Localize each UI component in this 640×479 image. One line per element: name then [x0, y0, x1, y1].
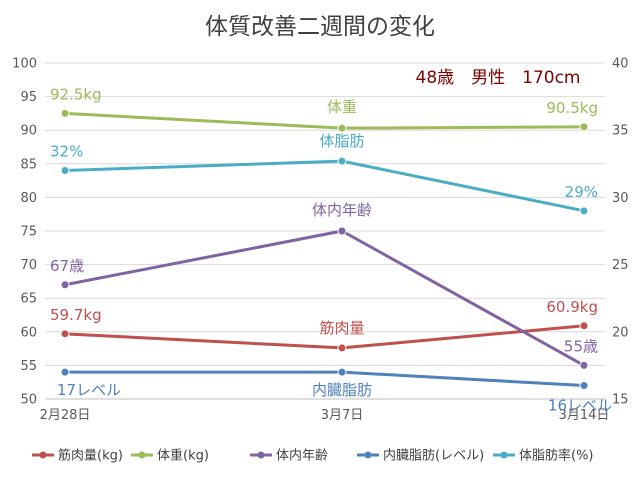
series-point	[337, 226, 347, 236]
series-point	[337, 156, 347, 166]
left-axis-tick: 80	[20, 191, 37, 206]
data-label: 内臓脂肪	[312, 381, 372, 399]
data-label: 体重	[327, 98, 357, 116]
left-axis-tick: 85	[20, 157, 37, 172]
profile-label: 48歳 男性 170cm	[416, 68, 581, 88]
data-label: 32%	[50, 143, 83, 161]
left-axis-tick: 100	[12, 57, 37, 72]
series-point	[60, 329, 70, 339]
series-layer	[60, 108, 589, 391]
series-point	[60, 367, 70, 377]
right-axis-tick: 35	[612, 124, 629, 139]
series-point	[60, 108, 70, 118]
left-axis-tick: 55	[20, 359, 37, 374]
gridlines	[45, 62, 605, 400]
right-axis-tick: 40	[612, 57, 629, 72]
data-label: 17レベル	[57, 381, 121, 399]
series-point	[60, 166, 70, 176]
legend-label: 体脂肪率(%)	[519, 448, 594, 464]
data-label: 55歳	[564, 337, 598, 355]
left-axis-tick: 60	[20, 325, 37, 340]
chart-title: 体質改善二週間の変化	[205, 14, 435, 40]
series-point	[337, 367, 347, 377]
series-point	[579, 360, 589, 370]
data-labels: 59.7kg 筋肉量 60.9kg 92.5kg 体重 90.5kg 67歳 体内年齢 55歳 1…	[50, 85, 612, 414]
right-axis-tick: 30	[612, 191, 629, 206]
right-axis-tick: 20	[612, 325, 629, 340]
data-label: 67歳	[50, 257, 84, 275]
left-axis-tick: 70	[20, 258, 37, 273]
legend-marker	[500, 451, 508, 459]
right-axis-tick: 15	[612, 393, 629, 408]
series-point	[579, 206, 589, 216]
data-label: 16レベル	[548, 397, 612, 415]
series-point	[337, 123, 347, 133]
legend-label: 筋肉量(kg)	[58, 448, 123, 464]
legend-marker	[39, 451, 47, 459]
legend-marker	[364, 451, 372, 459]
data-label: 92.5kg	[50, 85, 102, 103]
series-point	[579, 321, 589, 331]
legend-label: 体内年齢	[276, 448, 328, 464]
left-axis-tick: 90	[20, 124, 37, 139]
series-line	[64, 111, 585, 130]
legend-label: 内臓脂肪(レベル)	[383, 448, 484, 464]
data-label: 体内年齢	[312, 201, 372, 219]
axes: 50 55 60 65 70 75 80 85 90 95 100 15 20 25 30 35 40 2月28日…	[12, 57, 628, 424]
right-axis-tick: 25	[612, 258, 629, 273]
left-axis-tick: 75	[20, 225, 37, 240]
data-label: 90.5kg	[546, 99, 598, 117]
series-point	[60, 280, 70, 290]
legend-marker	[138, 451, 146, 459]
series-point	[579, 381, 589, 391]
x-axis-tick: 2月28日	[40, 408, 91, 423]
x-axis-tick: 3月14日	[559, 408, 610, 423]
series-point	[579, 122, 589, 132]
series-point	[337, 343, 347, 353]
data-label: 29%	[565, 183, 598, 201]
data-label: 60.9kg	[546, 298, 598, 316]
legend-marker	[257, 451, 265, 459]
legend: 筋肉量(kg) 体重(kg) 体内年齢 内臓脂肪(レベル) 体脂肪率(%)	[32, 448, 594, 464]
left-axis-tick: 95	[20, 90, 37, 105]
x-axis-tick: 3月7日	[321, 408, 364, 423]
data-label: 体脂肪	[319, 132, 364, 150]
left-axis-tick: 65	[20, 292, 37, 307]
data-label: 筋肉量	[319, 319, 364, 337]
legend-label: 体重(kg)	[157, 448, 209, 464]
left-axis-tick: 50	[20, 393, 37, 408]
data-label: 59.7kg	[50, 306, 102, 324]
